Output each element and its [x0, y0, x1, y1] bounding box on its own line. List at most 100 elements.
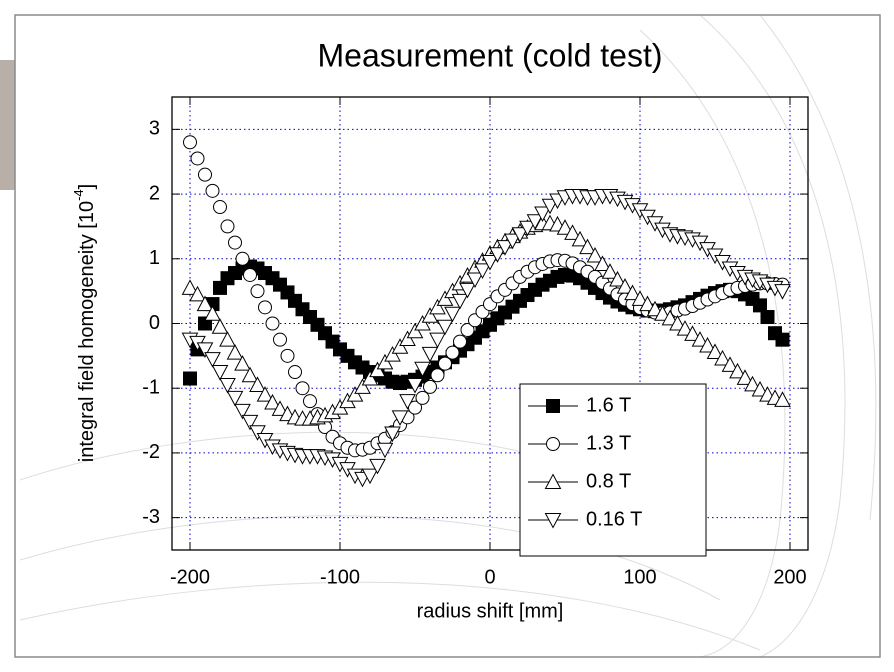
- x-tick-label: 100: [623, 566, 656, 588]
- background-decoration: [0, 14, 877, 658]
- marker-triangle-up: [241, 366, 259, 383]
- marker-triangle-up: [196, 295, 214, 312]
- marker-triangle-down: [406, 377, 424, 394]
- x-tick-label: -200: [170, 566, 210, 588]
- marker-triangle-up: [256, 386, 274, 402]
- plot-frame: [171, 96, 809, 551]
- marker-triangle-up: [624, 284, 641, 301]
- marker-triangle-up: [204, 305, 221, 321]
- marker-triangle-up: [181, 279, 199, 295]
- marker-circle: [190, 151, 205, 166]
- marker-triangle-up: [414, 314, 431, 331]
- marker-triangle-up: [376, 353, 394, 370]
- marker-triangle-up: [211, 318, 229, 334]
- marker-triangle-up: [384, 346, 401, 362]
- marker-triangle-up: [354, 378, 371, 394]
- marker-circle: [183, 135, 197, 150]
- legend-label: 1.3 T: [586, 432, 631, 454]
- marker-triangle-up: [609, 270, 626, 287]
- marker-triangle-up: [369, 361, 386, 378]
- marker-triangle-down: [496, 240, 514, 256]
- marker-triangle-down: [376, 442, 394, 459]
- y-tick-label: 2: [149, 182, 160, 204]
- marker-circle: [303, 394, 317, 409]
- marker-triangle-up: [714, 349, 731, 366]
- marker-triangle-up: [556, 219, 574, 235]
- y-axis-label-exponent: -4: [71, 189, 86, 201]
- y-tick-label: -3: [142, 506, 160, 528]
- marker-triangle-up: [544, 473, 562, 489]
- y-axis-label-end: ]: [76, 184, 98, 190]
- legend-label: 1.6 T: [586, 394, 631, 416]
- marker-triangle-down: [421, 346, 439, 363]
- chart-title: Measurement (cold test): [317, 37, 662, 73]
- marker-triangle-up: [249, 376, 266, 392]
- marker-circle: [445, 345, 460, 360]
- marker-triangle-down: [774, 284, 791, 300]
- marker-triangle-down: [241, 414, 259, 431]
- marker-triangle-up: [774, 391, 791, 407]
- marker-circle: [220, 219, 235, 234]
- y-tick-label: 0: [149, 312, 160, 334]
- marker-triangle-up: [751, 380, 769, 397]
- x-tick-label: 200: [773, 566, 806, 588]
- marker-circle: [228, 235, 242, 250]
- marker-square: [753, 298, 767, 313]
- marker-triangle-down: [414, 361, 431, 378]
- marker-triangle-up: [346, 386, 364, 402]
- marker-triangle-up: [594, 255, 611, 271]
- x-axis-label: radius shift [mm]: [417, 600, 564, 622]
- marker-triangle-down: [519, 220, 536, 237]
- marker-triangle-down: [481, 255, 499, 271]
- marker-triangle-down: [429, 332, 446, 349]
- marker-triangle-up: [271, 400, 289, 416]
- y-axis-label: integral field homogeneity [10-4]: [71, 184, 98, 462]
- marker-triangle-down: [249, 425, 266, 441]
- slide-frame: [14, 14, 881, 658]
- marker-triangle-down: [451, 293, 469, 310]
- marker-circle: [438, 356, 452, 371]
- marker-triangle-up: [601, 263, 619, 279]
- marker-circle: [430, 368, 445, 383]
- marker-triangle-down: [234, 403, 251, 420]
- marker-triangle-down: [399, 394, 416, 410]
- marker-triangle-down: [196, 342, 214, 358]
- marker-circle: [250, 284, 265, 299]
- marker-triangle-up: [564, 224, 581, 240]
- marker-triangle-down: [466, 272, 484, 289]
- marker-triangle-up: [586, 246, 604, 263]
- marker-circle: [295, 381, 310, 396]
- marker-square: [775, 332, 790, 347]
- marker-triangle-down: [541, 198, 559, 215]
- marker-triangle-up: [616, 278, 634, 294]
- marker-triangle-up: [234, 355, 251, 371]
- y-tick-label: 3: [149, 118, 160, 140]
- marker-triangle-down: [511, 227, 529, 243]
- marker-circle: [546, 437, 560, 451]
- y-axis-label-text: integral field homogeneity [10: [76, 201, 98, 462]
- marker-triangle-down: [504, 233, 521, 250]
- marker-triangle-up: [361, 369, 379, 386]
- marker-triangle-up: [421, 307, 439, 323]
- marker-triangle-down: [474, 263, 491, 279]
- marker-triangle-down: [444, 306, 461, 323]
- marker-triangle-down: [219, 377, 236, 394]
- marker-triangle-up: [699, 336, 716, 353]
- marker-circle: [213, 200, 227, 215]
- marker-triangle-up: [669, 314, 686, 331]
- marker-triangle-up: [661, 309, 679, 326]
- marker-triangle-down: [391, 410, 409, 426]
- marker-circle: [243, 267, 257, 282]
- marker-triangle-up: [684, 325, 701, 341]
- x-tick-label: 0: [484, 566, 495, 588]
- legend-label: 0.16 T: [586, 508, 642, 530]
- y-tick-label: -1: [142, 376, 160, 398]
- marker-triangle-up: [219, 331, 236, 347]
- y-tick-label: -2: [142, 441, 160, 463]
- marker-triangle-down: [436, 319, 454, 336]
- marker-triangle-down: [459, 282, 476, 299]
- marker-circle: [415, 390, 430, 405]
- marker-circle: [453, 334, 467, 349]
- data-marks: [181, 135, 791, 488]
